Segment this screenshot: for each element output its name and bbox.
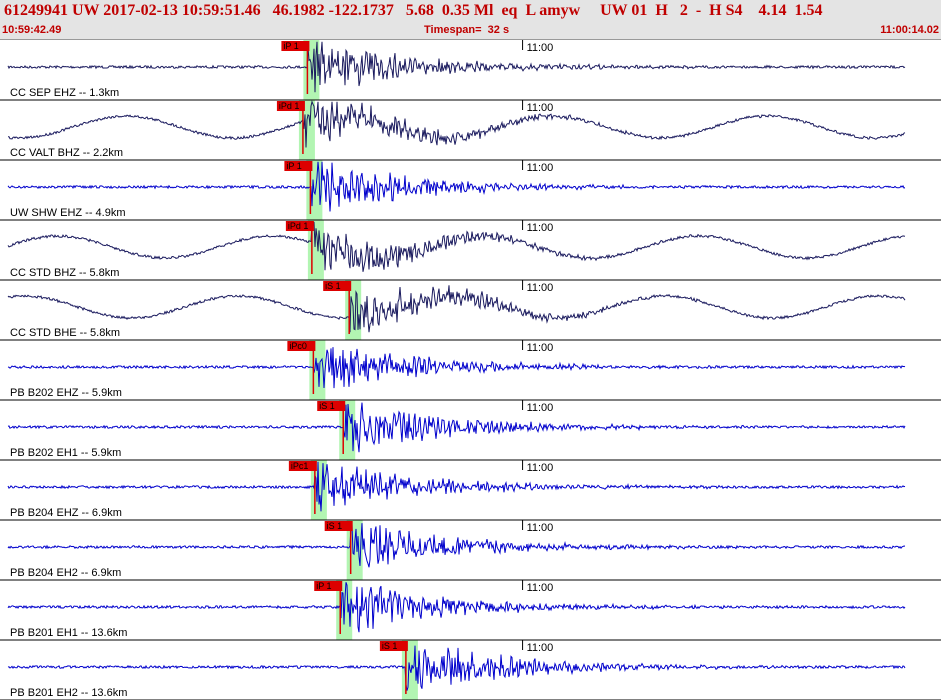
channel-label: PB B201 EH2 -- 13.6km <box>10 687 127 699</box>
channel-label: CC SEP EHZ -- 1.3km <box>10 87 119 99</box>
end-time: 11:00:14.02 <box>880 24 939 36</box>
channel-label: CC STD BHZ -- 5.8km <box>10 267 119 279</box>
pick-flag <box>314 581 343 591</box>
pick-flag <box>276 101 305 111</box>
time-tick-label: 11:00 <box>527 42 554 54</box>
pick-label: iP 1 <box>316 581 331 591</box>
pick-flag <box>287 341 316 351</box>
waveform-trace <box>7 461 906 512</box>
channel-label: PB B202 EHZ -- 5.9km <box>10 387 122 399</box>
pick-flag <box>281 41 310 51</box>
pick-label: iPd 1 <box>288 221 309 231</box>
time-tick-label: 11:00 <box>527 582 554 594</box>
pick-flag <box>317 401 346 411</box>
pick-label: iP 1 <box>286 161 301 171</box>
pick-flag <box>324 521 353 531</box>
waveform-trace <box>7 161 906 212</box>
waveform-trace <box>7 402 906 453</box>
waveform-trace <box>7 582 906 633</box>
pick-flag <box>284 161 313 171</box>
waveform-trace <box>7 645 906 691</box>
waveform-trace <box>7 522 906 568</box>
channel-label: CC VALT BHZ -- 2.2km <box>10 147 123 159</box>
pick-label: iS 1 <box>325 281 341 291</box>
channel-label: PB B204 EHZ -- 6.9km <box>10 507 122 519</box>
channel-label: PB B204 EH2 -- 6.9km <box>10 567 121 579</box>
pick-flag <box>323 281 352 291</box>
pick-label: iS 1 <box>382 641 398 651</box>
channel-label: CC STD BHE -- 5.8km <box>10 327 120 339</box>
time-tick-label: 11:00 <box>527 342 554 354</box>
waveform-trace <box>7 285 906 333</box>
time-tick-label: 11:00 <box>527 162 554 174</box>
time-tick-label: 11:00 <box>527 102 554 114</box>
waveform-trace <box>8 100 906 148</box>
waveform-panel[interactable]: 11:00 iP 1 CC SEP EHZ -- 1.3km 11:00 iPd 1 CC… <box>0 40 941 700</box>
event-header: 61249941 UW 2017-02-13 10:59:51.46 46.19… <box>0 0 941 40</box>
time-tick-label: 11:00 <box>527 222 554 234</box>
time-tick-label: 11:00 <box>527 522 554 534</box>
time-tick-label: 11:00 <box>527 462 554 474</box>
pick-label: iPc1 <box>291 461 309 471</box>
pick-flag <box>285 221 314 231</box>
pick-label: iPc0 <box>289 341 307 351</box>
start-time: 10:59:42.49 <box>2 24 62 36</box>
event-title: 61249941 UW 2017-02-13 10:59:51.46 46.19… <box>4 2 823 19</box>
pick-label: iP 1 <box>283 41 298 51</box>
pick-label: iS 1 <box>319 401 335 411</box>
channel-label: PB B202 EH1 -- 5.9km <box>10 447 121 459</box>
pick-flag <box>288 461 317 471</box>
pick-label: iS 1 <box>327 521 343 531</box>
waveform-trace <box>7 221 906 272</box>
timespan-label: Timespan= 32 s <box>424 24 510 36</box>
waveform-trace <box>7 41 906 93</box>
time-tick-label: 11:00 <box>527 402 554 414</box>
time-tick-label: 11:00 <box>527 642 554 654</box>
channel-label: UW SHW EHZ -- 4.9km <box>10 207 126 219</box>
channel-label: PB B201 EH1 -- 13.6km <box>10 627 127 639</box>
time-tick-label: 11:00 <box>527 282 554 294</box>
waveform-trace <box>7 347 906 389</box>
pick-label: iPd 1 <box>279 101 300 111</box>
pick-flag <box>379 641 408 651</box>
